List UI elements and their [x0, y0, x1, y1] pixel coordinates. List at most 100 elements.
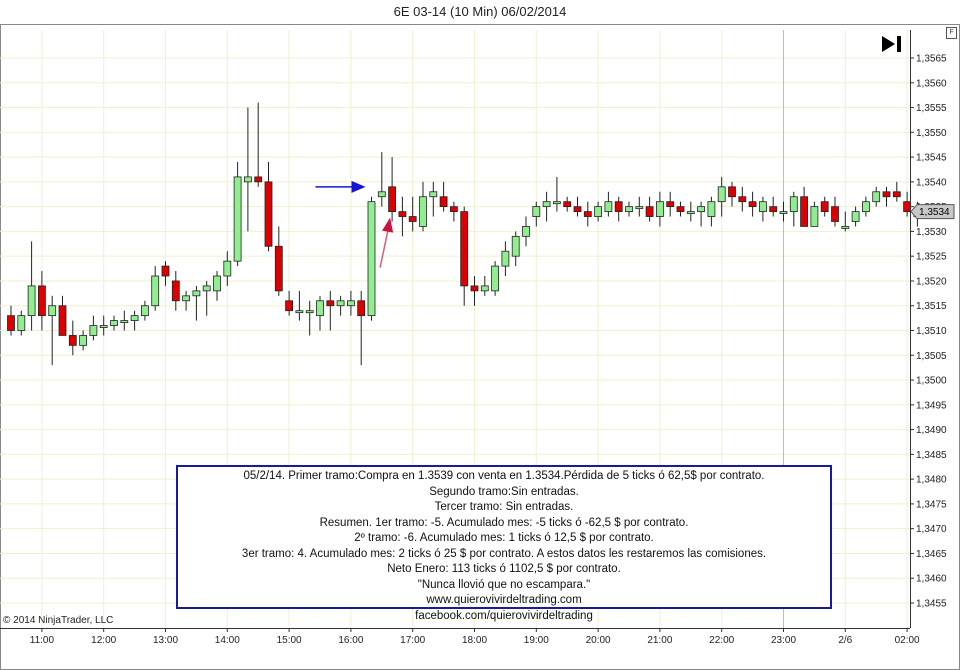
candle	[460, 206, 469, 306]
copyright-text: © 2014 NinjaTrader, LLC	[3, 615, 114, 626]
candles	[7, 102, 932, 366]
y-tick-label: 1,3545	[916, 153, 947, 164]
candle	[522, 216, 530, 247]
candle-body	[120, 320, 129, 323]
candle	[728, 181, 736, 207]
candle-body	[38, 285, 46, 317]
x-tick-label: 17:00	[400, 635, 425, 646]
candle-body	[697, 206, 705, 212]
candle-body	[346, 300, 355, 307]
note-line: facebook.com/quierovivirdeltrading	[415, 609, 593, 622]
candle	[841, 211, 850, 232]
candle-body	[7, 315, 15, 331]
candle-body	[68, 335, 77, 346]
candle-body	[357, 300, 366, 317]
candle-body	[171, 280, 180, 302]
candle	[439, 181, 448, 212]
candle	[872, 186, 881, 207]
candle-body	[635, 206, 644, 210]
candle	[789, 191, 798, 227]
candle	[614, 196, 623, 222]
candle-body	[316, 300, 324, 317]
candle-body	[388, 186, 397, 212]
y-tick-label: 1,3505	[916, 351, 947, 362]
y-tick-label: 1,3480	[916, 475, 947, 486]
x-tick-label: 15:00	[277, 635, 302, 646]
candle	[192, 285, 201, 321]
candle-body	[779, 211, 788, 214]
candle	[182, 290, 191, 311]
x-tick-label: 02:00	[895, 635, 920, 646]
annotations	[315, 180, 394, 268]
candle	[470, 276, 479, 306]
candle	[480, 276, 489, 296]
candle-body	[79, 335, 87, 346]
candle	[717, 176, 726, 217]
candle	[563, 196, 572, 212]
candle-body	[882, 191, 891, 198]
candle-body	[717, 186, 726, 203]
candle-body	[666, 201, 675, 208]
candle	[264, 162, 273, 252]
x-tick-label: 12:00	[91, 635, 116, 646]
note-line: Segundo tramo:Sin entradas.	[429, 485, 579, 498]
y-tick-label: 1,3485	[916, 450, 947, 461]
candle-body	[377, 191, 386, 198]
y-tick-label: 1,3460	[916, 574, 947, 585]
x-axis: 11:00 12:00 13:00 14:00 15:00 16:00 17:00 18:00…	[30, 628, 920, 646]
f-button[interactable]: F	[946, 27, 957, 39]
x-tick-label: 14:00	[215, 635, 240, 646]
candle-body	[58, 305, 67, 336]
candle	[99, 315, 108, 336]
skip-to-end-icon[interactable]	[880, 33, 904, 55]
candle	[367, 196, 376, 321]
candle-body	[810, 206, 819, 227]
candle	[110, 315, 118, 331]
candle	[676, 201, 685, 217]
candle-body	[686, 211, 695, 214]
candle-body	[243, 176, 252, 183]
candle-body	[604, 201, 613, 212]
note-line: Resumen. 1er tramo: -5. Acumulado mes: -…	[319, 516, 689, 529]
note-line: "Nunca llovió que no escampara."	[417, 578, 591, 591]
candle-body	[151, 275, 160, 307]
y-tick-label: 1,3525	[916, 252, 947, 263]
x-tick-label: 11:00	[30, 635, 55, 646]
note-line: 05/2/14. Primer tramo:Compra en 1.3539 c…	[243, 470, 765, 482]
candle	[583, 201, 592, 227]
y-tick-label: 1,3455	[916, 599, 947, 610]
candle	[449, 201, 458, 222]
candle	[511, 231, 520, 267]
candle-body	[336, 300, 345, 307]
candle-body	[470, 285, 479, 292]
candle-body	[140, 305, 149, 317]
candle	[161, 261, 170, 286]
candle	[800, 186, 808, 227]
candle	[285, 290, 294, 316]
y-tick-label: 1,3490	[916, 425, 947, 436]
candle	[862, 196, 870, 217]
candle	[635, 196, 644, 217]
candle	[645, 196, 654, 222]
x-tick-label: 13:00	[153, 635, 178, 646]
x-tick-label: 19:00	[524, 635, 549, 646]
candle	[831, 196, 839, 227]
x-tick-label: 16:00	[338, 635, 363, 646]
y-tick-label: 1,3565	[916, 54, 947, 65]
x-tick-label: 22:00	[709, 635, 734, 646]
candle	[89, 315, 98, 341]
candle-body	[748, 201, 757, 208]
candle	[666, 191, 675, 217]
candle-body	[862, 201, 870, 212]
candle-body	[800, 196, 808, 227]
candle	[656, 191, 664, 227]
candle	[233, 162, 242, 267]
candle	[7, 305, 15, 336]
note-line: Tercer tramo: Sin entradas.	[434, 501, 574, 513]
candle	[542, 191, 551, 222]
candle	[38, 271, 46, 331]
candle	[707, 196, 716, 227]
candle-body	[553, 201, 561, 205]
candle	[748, 191, 757, 217]
candle	[79, 330, 87, 351]
